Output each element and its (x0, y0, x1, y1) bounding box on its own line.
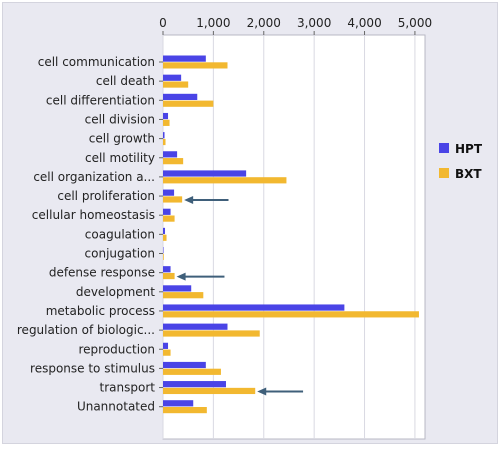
bar-hpt (163, 342, 169, 349)
bar-bxt (163, 100, 214, 107)
bar-hpt (163, 55, 206, 62)
category-label: cell growth (89, 132, 155, 146)
bar-bxt (163, 119, 170, 126)
category-label: cell death (96, 74, 155, 88)
bar-bxt (163, 292, 204, 299)
legend-item-bxt: BXT (439, 167, 482, 181)
annotation-arrow (257, 387, 304, 396)
bar-bxt (163, 138, 166, 146)
bar-bxt (163, 253, 164, 260)
bar-bxt (163, 177, 287, 184)
bar-hpt (163, 323, 228, 330)
legend-label: BXT (455, 167, 482, 181)
bar-bxt (163, 387, 256, 395)
category-label: development (76, 285, 155, 299)
bar-bxt (163, 215, 175, 222)
category-label: reproduction (79, 342, 156, 356)
x-tick-label: 2,000 (247, 16, 281, 30)
bar-bxt (163, 330, 260, 337)
bar-hpt (163, 381, 226, 388)
category-label: cell communication (38, 55, 155, 69)
category-label: coagulation (85, 227, 155, 241)
legend-item-hpt: HPT (439, 142, 483, 156)
category-label: transport (100, 381, 156, 395)
bar-bxt (163, 62, 228, 69)
category-label: regulation of biologic... (17, 323, 155, 337)
bar-hpt (163, 266, 171, 273)
bar-bxt (163, 349, 171, 356)
bar-hpt (163, 74, 182, 81)
annotation-arrows (176, 196, 304, 396)
bar-bxt (163, 272, 175, 280)
category-label: cell proliferation (57, 189, 155, 203)
category-label: cell division (85, 112, 155, 126)
x-tick-label: 4,000 (347, 16, 381, 30)
category-label: cell organization a... (33, 170, 155, 184)
bar-hpt (163, 208, 171, 215)
bar-hpt (163, 151, 178, 158)
x-tick-label: 3,000 (297, 16, 331, 30)
category-label: conjugation (85, 247, 155, 261)
bar-hpt (163, 132, 165, 139)
x-tick-label: 5,000 (398, 16, 432, 30)
bar-bxt (163, 158, 184, 165)
bar-hpt (163, 189, 175, 196)
plot-area (162, 34, 426, 440)
legend: HPT BXT (439, 142, 483, 181)
bar-chart: 0 1,000 2,000 3,000 4,000 5,000 cell communic… (17, 16, 483, 440)
category-label: cell differentiation (46, 93, 155, 107)
x-axis-ticks: 0 1,000 2,000 3,000 4,000 5,000 (159, 16, 432, 35)
bars (163, 55, 419, 414)
category-label: cell motility (85, 151, 155, 165)
bar-hpt (163, 304, 345, 311)
annotation-arrow (176, 272, 225, 281)
bar-hpt (163, 400, 194, 407)
bar-bxt (163, 234, 167, 241)
bar-hpt (163, 285, 192, 292)
bar-bxt (163, 311, 419, 318)
x-tick-label: 1,000 (196, 16, 230, 30)
legend-swatch (439, 143, 449, 153)
category-labels: cell communication cell death cell differe… (17, 55, 163, 414)
bar-hpt (163, 227, 166, 235)
bar-bxt (163, 196, 183, 203)
category-label: defense response (49, 266, 155, 280)
bar-hpt (163, 361, 206, 369)
category-label: cellular homeostasis (32, 208, 155, 222)
bar-hpt (163, 93, 198, 100)
legend-swatch (439, 168, 449, 178)
bar-hpt (163, 170, 247, 177)
chart-frame: 0 1,000 2,000 3,000 4,000 5,000 cell communic… (2, 2, 498, 444)
category-label: metabolic process (46, 304, 155, 318)
category-label: response to stimulus (30, 361, 155, 375)
bar-hpt (163, 247, 164, 254)
bar-bxt (163, 368, 221, 375)
bar-bxt (163, 81, 189, 88)
bar-hpt (163, 112, 169, 120)
legend-label: HPT (455, 142, 483, 156)
bar-bxt (163, 407, 207, 414)
annotation-arrow (184, 196, 229, 205)
category-label: Unannotated (77, 400, 155, 414)
x-tick-label: 0 (159, 16, 167, 30)
